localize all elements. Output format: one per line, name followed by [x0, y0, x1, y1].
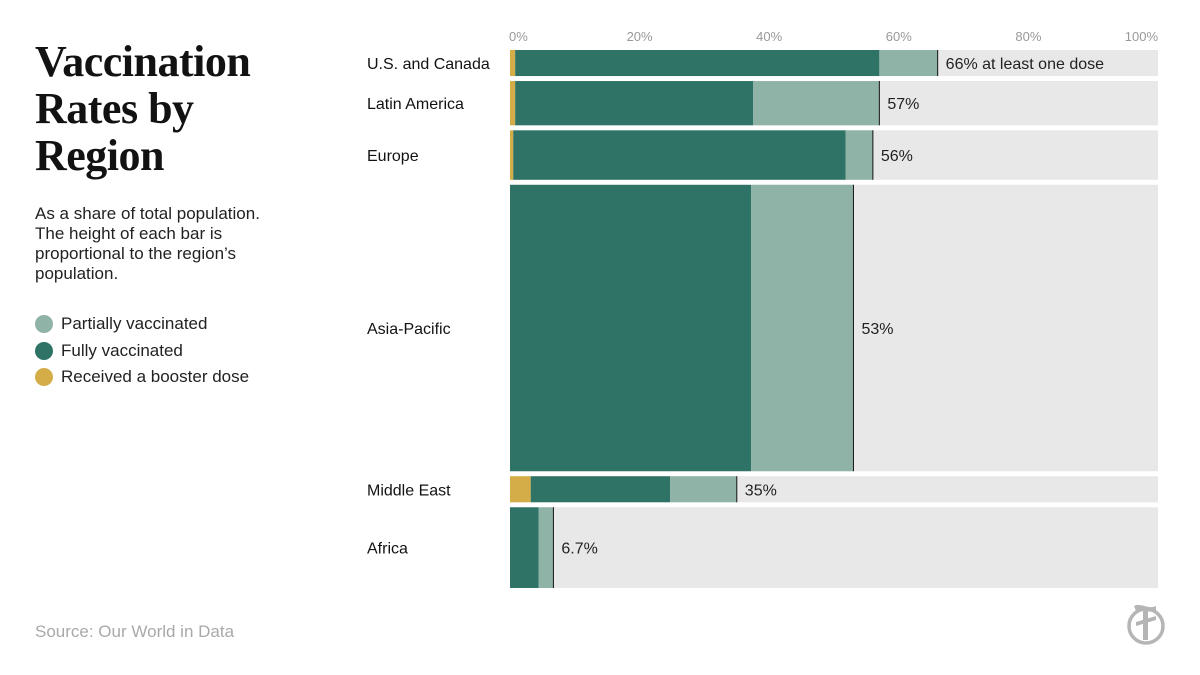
x-tick-label: 100% [1125, 29, 1159, 44]
bar-segment-booster [510, 130, 514, 180]
x-tick-label: 20% [627, 29, 653, 44]
source-note: Source: Our World in Data [35, 622, 235, 641]
legend-swatch-fully [35, 341, 53, 360]
legend-item-fully-vaccinated: Fully vaccinated [35, 338, 249, 365]
total-value-label: 56% [881, 148, 913, 165]
x-tick-label: 40% [756, 29, 782, 44]
bar-segment-partially-vaccinated [670, 476, 737, 503]
category-label: Europe [367, 148, 419, 165]
chart-subtitle: As a share of total population. The heig… [35, 204, 260, 283]
bar-segment-fully-vaccinated [515, 50, 880, 77]
category-label: Asia-Pacific [367, 321, 451, 338]
bar-segment-partially-vaccinated [751, 184, 854, 472]
x-tick-label: 0% [509, 29, 528, 44]
bar-segment-partially-vaccinated [538, 507, 554, 588]
bar-segment-partially-vaccinated [879, 50, 938, 77]
legend-swatch-partial [35, 315, 53, 334]
x-tick-label: 80% [1015, 29, 1041, 44]
bar-segment-booster [510, 81, 516, 126]
legend-item-partially-vaccinated: Partially vaccinated [35, 311, 249, 338]
category-label: Latin America [367, 96, 464, 113]
legend-item-booster: Received a booster dose [35, 364, 249, 391]
legend-swatch-booster [35, 368, 53, 387]
bar-segment-fully-vaccinated [515, 81, 753, 126]
total-value-label: 66% at least one dose [946, 56, 1104, 73]
category-label: Africa [367, 541, 408, 558]
bar-segment-fully-vaccinated [510, 507, 539, 588]
bar-segment-fully-vaccinated [530, 476, 671, 503]
bar-segment-fully-vaccinated [513, 130, 846, 180]
legend-label: Partially vaccinated [61, 314, 208, 334]
category-label: Middle East [367, 482, 451, 499]
bar-segment-partially-vaccinated [845, 130, 873, 180]
total-value-label: 35% [745, 482, 777, 499]
x-tick-label: 60% [886, 29, 912, 44]
bar-segment-partially-vaccinated [753, 81, 880, 126]
bar-segment-booster [510, 476, 531, 503]
total-value-label: 53% [861, 321, 893, 338]
bar-segment-fully-vaccinated [510, 184, 752, 472]
legend-label: Fully vaccinated [61, 340, 183, 360]
chart-title: Vaccination Rates by Region [35, 37, 251, 180]
nyt-logo-icon [1127, 604, 1165, 645]
bar-background [510, 507, 1158, 588]
legend-label: Received a booster dose [61, 367, 250, 387]
total-value-label: 57% [887, 96, 919, 113]
total-value-label: 6.7% [561, 541, 597, 558]
category-label: U.S. and Canada [367, 56, 490, 73]
bar-segment-booster [510, 50, 516, 77]
legend: Partially vaccinated Fully vaccinated Re… [35, 311, 249, 391]
